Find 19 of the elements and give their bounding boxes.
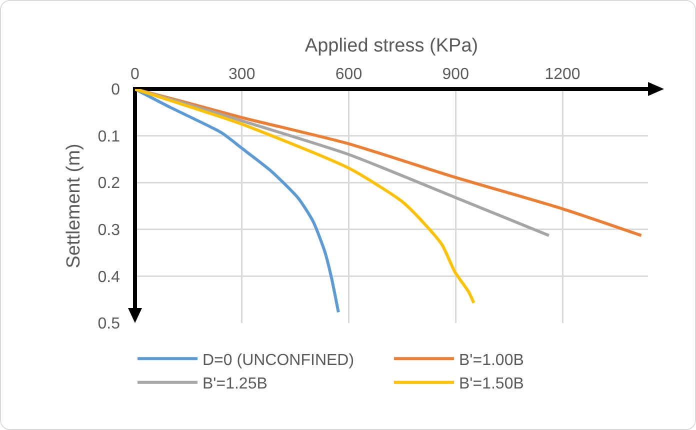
x-tick-label: 300 [228,66,256,83]
y-tick-label: 0.3 [98,222,120,239]
x-axis-title: Applied stress (KPa) [304,36,478,57]
legend-label: B'=1.25B [202,376,268,393]
legend-label: D=0 (UNCONFINED) [202,352,354,369]
y-tick-label: 0 [111,82,120,99]
legend-label: B'=1.00B [459,352,524,369]
y-tick-label: 0.2 [98,175,120,192]
x-tick-label: 900 [442,66,470,83]
x-tick-label: 600 [335,66,362,83]
y-tick-label: 0.1 [98,128,120,146]
x-tick-label: 1200 [544,66,580,83]
y-tick-label: 0.4 [98,268,120,286]
y-tick-label: 0.5 [98,316,120,333]
x-tick-label: 0 [130,66,140,83]
y-axis-title: Settlement (m) [64,144,85,268]
line-series [135,89,476,304]
legend-label: B'=1.50B [459,376,524,393]
line-series [135,89,340,314]
